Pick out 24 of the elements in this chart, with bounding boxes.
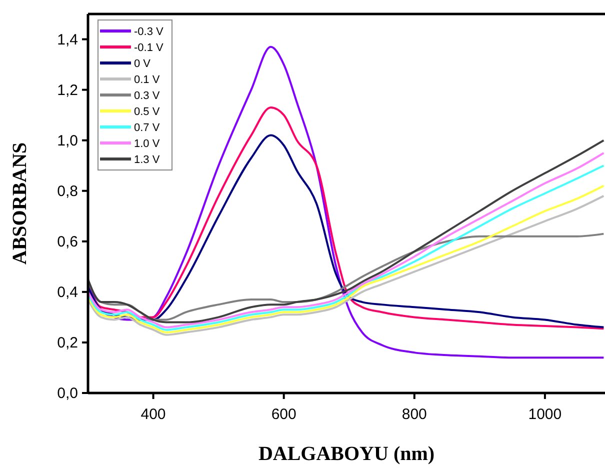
y-tick-label: 0,4 — [57, 284, 78, 301]
legend-label: -0.1 V — [134, 42, 164, 54]
y-tick-label: 1,0 — [57, 132, 78, 150]
x-tick-label: 600 — [271, 406, 296, 423]
legend-label: 1.0 V — [134, 138, 160, 150]
legend-label: -0.3 V — [134, 26, 164, 38]
y-tick-label: 1,2 — [57, 82, 78, 99]
x-tick-label: 1000 — [528, 406, 562, 423]
y-tick-label: 0,6 — [57, 233, 78, 250]
legend-label: 0.7 V — [134, 122, 160, 134]
y-axis-title: ABSORBANS — [9, 142, 31, 265]
legend-label: 1.3 V — [134, 154, 160, 166]
y-tick-label: 0,0 — [57, 385, 78, 402]
y-tick-label: 0,2 — [57, 334, 78, 352]
y-tick-label: 1,4 — [57, 31, 78, 48]
legend-label: 0.5 V — [134, 106, 160, 118]
x-axis-title: DALGABOYU (nm) — [258, 443, 435, 465]
y-tick-label: 0,8 — [57, 182, 78, 200]
x-tick-label: 400 — [140, 406, 166, 423]
legend-label: 0.1 V — [134, 74, 160, 86]
legend-label: 0 V — [134, 58, 152, 70]
x-tick-label: 800 — [402, 406, 427, 423]
legend-label: 0.3 V — [134, 90, 160, 102]
line-series — [88, 232, 605, 321]
